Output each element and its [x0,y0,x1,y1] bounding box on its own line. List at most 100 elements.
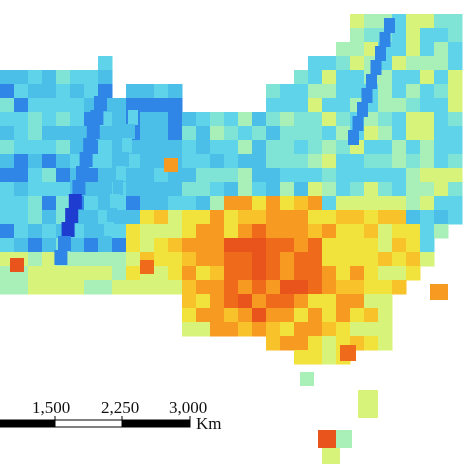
raster-cell [294,196,309,211]
raster-cell [308,294,323,309]
raster-cell [364,238,379,253]
raster-cell [308,224,323,239]
raster-cell [56,154,71,169]
raster-cell [280,154,295,169]
raster-cell [196,196,211,211]
scale-segment [54,419,123,428]
raster-cell [350,70,365,85]
raster-cell [434,112,449,127]
raster-cell [448,196,463,211]
raster-cell [322,168,337,183]
raster-cell [42,112,57,127]
raster-cell [392,280,407,295]
raster-cell [182,210,197,225]
raster-cell [56,168,71,183]
raster-cell [322,98,337,113]
raster-cell [224,126,239,141]
raster-cell [322,252,337,267]
raster-cell [266,238,281,253]
raster-cell [406,112,421,127]
raster-cell [434,56,449,71]
streak-cell [101,236,111,251]
raster-cell [168,126,183,141]
raster-cell [168,182,183,197]
raster-cell [350,154,365,169]
raster-cell [378,294,393,309]
raster-cell [210,252,225,267]
raster-cell [182,266,197,281]
raster-cell [0,84,15,99]
raster-cell [266,280,281,295]
raster-cell [154,84,169,99]
raster-cell [336,98,351,113]
raster-cell [378,126,393,141]
raster-cell [70,238,85,253]
streak-cell [128,110,138,125]
raster-cell [168,238,183,253]
raster-cell [56,98,71,113]
raster-cell [224,224,239,239]
raster-cell [336,210,351,225]
raster-cell [210,280,225,295]
raster-cell [28,98,43,113]
raster-cell [224,238,239,253]
raster-cell [406,42,421,57]
raster-cell [252,154,267,169]
raster-cell [406,56,421,71]
raster-cell [42,252,57,267]
raster-cell [56,112,71,127]
raster-cell [42,280,57,295]
raster-cell [126,154,141,169]
raster-cell [70,252,85,267]
raster-cell [112,280,127,295]
raster-cell [238,168,253,183]
raster-cell [364,28,379,43]
raster-cell [448,168,463,183]
raster-cell [294,308,309,323]
raster-cell [378,196,393,211]
raster-cell [28,280,43,295]
raster-cell [70,84,85,99]
raster-cell [154,126,169,141]
raster-cell [196,112,211,127]
raster-cell [406,84,421,99]
raster-cell [308,308,323,323]
raster-cell [294,238,309,253]
raster-cell [420,42,435,57]
raster-cell [434,154,449,169]
streak-cell [370,60,382,75]
raster-cell [294,168,309,183]
raster-cell [322,210,337,225]
raster-cell [322,126,337,141]
streak-cell [379,32,391,47]
raster-cell [56,84,71,99]
raster-cell [420,84,435,99]
raster-cell [98,126,113,141]
raster-cell [392,154,407,169]
raster-cell [98,154,113,169]
raster-cell [224,182,239,197]
raster-cell [392,210,407,225]
raster-cell [280,126,295,141]
raster-cell [42,224,57,239]
raster-cell [98,266,113,281]
raster-cell [392,28,407,43]
raster-cell [182,196,197,211]
raster-cell [420,56,435,71]
raster-cell [182,182,197,197]
raster-cell [266,336,281,351]
raster-cell [210,322,225,337]
streak-cell [352,116,364,131]
raster-cell [126,224,141,239]
raster-cell [210,140,225,155]
raster-cell [420,112,435,127]
raster-cell [336,322,351,337]
raster-cell [252,126,267,141]
raster-cell [28,112,43,127]
raster-cell [322,70,337,85]
raster-cell [28,266,43,281]
streak-cell [366,74,377,89]
raster-cell [238,112,253,127]
raster-cell [42,126,57,141]
raster-cell [364,140,379,155]
